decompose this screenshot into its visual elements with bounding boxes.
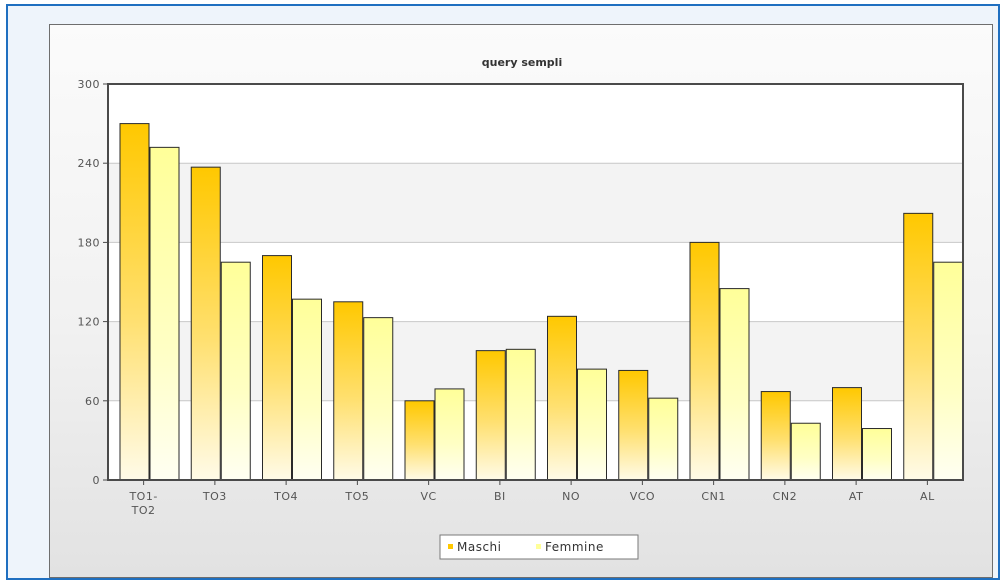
bar-femmine-7: [648, 397, 679, 481]
bar-femmine-9: [790, 422, 821, 481]
axes: [107, 83, 964, 481]
bar-maschi-0: [119, 123, 150, 481]
x-tick-label: TO4: [273, 490, 298, 503]
bar-maschi-5: [475, 350, 506, 481]
x-axis-ticks: TO1-TO2 TO3 TO4 TO5 VC BI NO VCO CN1 CN2 AT AL: [128, 480, 935, 517]
y-tick-label: 180: [78, 236, 101, 249]
bar-femmine-1: [220, 261, 251, 481]
legend-label-femmine: Femmine: [545, 540, 604, 554]
legend-label-maschi: Maschi: [457, 540, 502, 554]
bar-femmine-3: [363, 317, 394, 481]
legend: Maschi Femmine: [439, 534, 639, 560]
chart-title: query sempli: [482, 56, 562, 69]
bar-maschi-6: [547, 315, 577, 481]
bar-femmine-6: [577, 368, 607, 481]
y-axis-ticks: 0 60 120 180 240 300: [78, 78, 108, 487]
bar-femmine-11: [933, 261, 964, 481]
x-tick-label: AT: [849, 490, 863, 503]
bar-femmine-2: [292, 298, 322, 481]
x-tick-label: NO: [562, 490, 580, 503]
legend-swatch-femmine: [536, 544, 541, 549]
bar-maschi-3: [333, 301, 364, 481]
y-tick-label: 60: [85, 395, 100, 408]
bar-maschi-11: [903, 212, 934, 481]
bar-maschi-2: [262, 255, 292, 481]
x-tick-label: CN2: [773, 490, 797, 503]
y-tick-label: 0: [93, 474, 101, 487]
bar-maschi-9: [760, 391, 791, 481]
bars: [119, 123, 964, 481]
y-tick-label: 300: [78, 78, 101, 91]
x-tick-label: VCO: [630, 490, 655, 503]
bar-maschi-1: [190, 166, 221, 481]
plot-frame: [107, 83, 964, 481]
y-tick-label: 240: [78, 157, 101, 170]
x-tick-label: CN1: [701, 490, 725, 503]
bar-maschi-7: [618, 369, 649, 481]
x-tick-label: BI: [494, 490, 506, 503]
legend-swatch-maschi: [448, 544, 453, 549]
bar-maschi-10: [832, 387, 862, 481]
bar-maschi-4: [404, 400, 435, 481]
x-tick-label: TO1-TO2: [128, 490, 157, 517]
plot-band: [108, 163, 963, 243]
y-tick-label: 120: [78, 316, 101, 329]
bar-femmine-10: [862, 428, 892, 481]
bar-femmine-0: [149, 146, 180, 481]
x-tick-label: TO3: [202, 490, 227, 503]
x-tick-label: AL: [920, 490, 935, 503]
bar-femmine-4: [434, 388, 465, 481]
bar-femmine-5: [505, 348, 536, 481]
bar-femmine-8: [719, 288, 750, 481]
bar-maschi-8: [689, 241, 720, 481]
x-tick-label: TO5: [344, 490, 369, 503]
x-tick-label: VC: [421, 490, 437, 503]
plot-band: [108, 84, 963, 164]
